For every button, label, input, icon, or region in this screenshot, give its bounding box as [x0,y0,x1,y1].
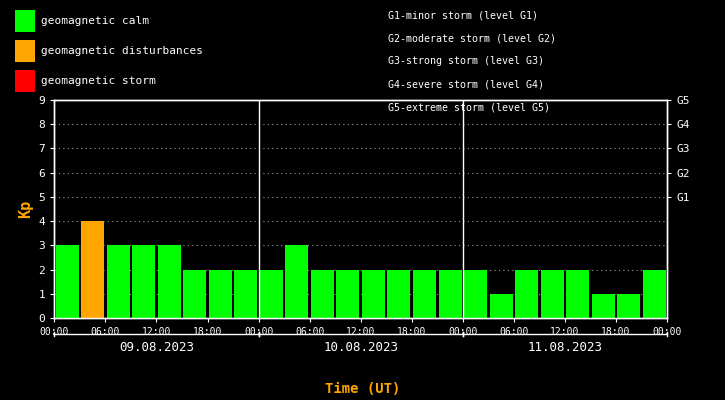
Bar [234,270,257,318]
Y-axis label: Kp: Kp [18,200,33,218]
Text: G1-minor storm (level G1): G1-minor storm (level G1) [388,10,538,20]
Bar [158,245,181,318]
Bar [489,294,513,318]
Bar [515,270,538,318]
Bar [413,270,436,318]
Text: 11.08.2023: 11.08.2023 [527,341,602,354]
Bar [260,270,283,318]
Text: geomagnetic storm: geomagnetic storm [41,76,155,86]
Bar [464,270,487,318]
Bar [336,270,360,318]
Bar [362,270,385,318]
Text: G2-moderate storm (level G2): G2-moderate storm (level G2) [388,33,556,43]
Text: Time (UT): Time (UT) [325,382,400,396]
Bar [617,294,640,318]
Bar [209,270,232,318]
Bar [286,245,308,318]
Bar [183,270,206,318]
Bar [107,245,130,318]
Text: 10.08.2023: 10.08.2023 [323,341,398,354]
Text: G5-extreme storm (level G5): G5-extreme storm (level G5) [388,103,550,113]
Bar [643,270,666,318]
Bar [387,270,410,318]
Text: geomagnetic disturbances: geomagnetic disturbances [41,46,202,56]
Text: G3-strong storm (level G3): G3-strong storm (level G3) [388,56,544,66]
Text: G4-severe storm (level G4): G4-severe storm (level G4) [388,80,544,90]
Text: geomagnetic calm: geomagnetic calm [41,16,149,26]
Bar [592,294,615,318]
Bar [566,270,589,318]
Bar [56,245,78,318]
Bar [311,270,334,318]
Bar [439,270,462,318]
Bar [132,245,155,318]
Text: 09.08.2023: 09.08.2023 [119,341,194,354]
Bar [541,270,563,318]
Bar [81,221,104,318]
